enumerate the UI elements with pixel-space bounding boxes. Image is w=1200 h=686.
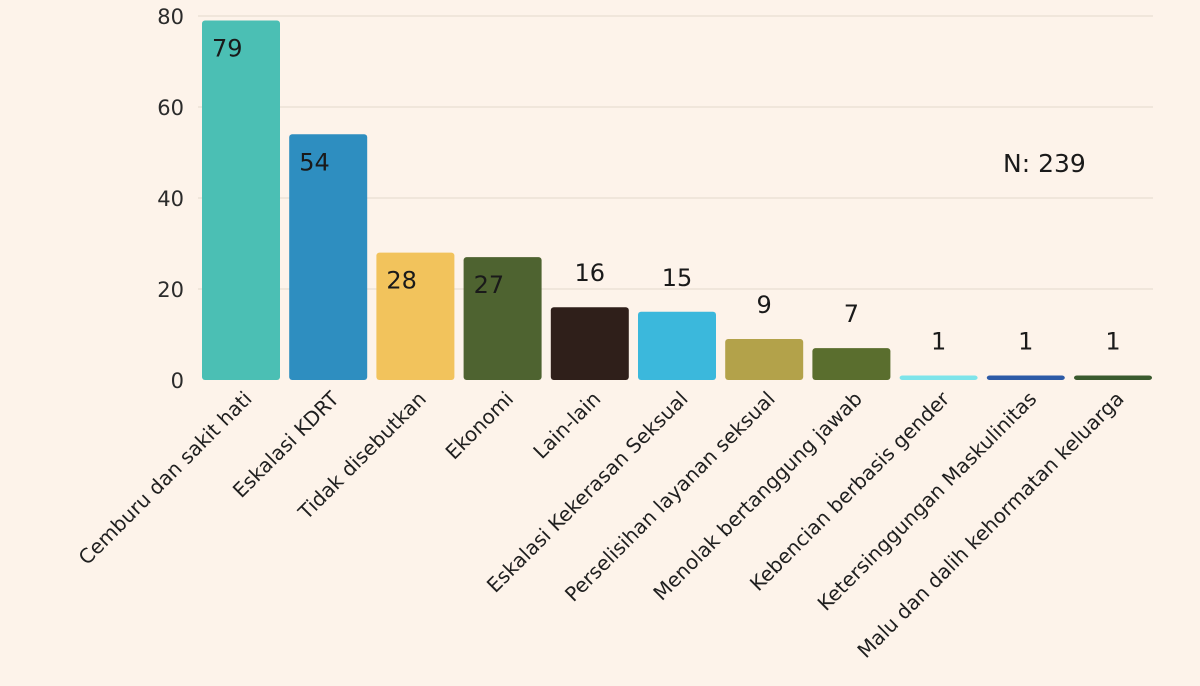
bars	[202, 20, 1152, 381]
bar	[899, 375, 978, 380]
y-axis-ticks: 0 20 40 60 80	[157, 5, 184, 393]
y-tick-label: 0	[171, 369, 184, 393]
bar	[986, 375, 1065, 380]
sample-size-annotation: N: 239	[1003, 149, 1086, 178]
bar	[550, 307, 629, 380]
bar	[638, 311, 716, 380]
y-tick-label: 60	[157, 96, 184, 120]
y-tick-label: 80	[157, 5, 184, 29]
y-tick-label: 20	[157, 278, 184, 302]
data-label: 28	[386, 267, 417, 295]
bar	[1074, 375, 1152, 380]
data-label: 54	[299, 148, 330, 176]
data-label: 79	[212, 35, 243, 63]
value-labels: 79 54 28 27 16 15 9 7 1 1 1	[212, 35, 1121, 356]
category-label: Lain-lain	[528, 387, 605, 464]
bar	[725, 339, 804, 380]
bar	[463, 257, 542, 380]
category-label: Cemburu dan sakit hati	[74, 387, 257, 570]
data-label: 16	[575, 259, 606, 287]
data-label: 27	[474, 271, 505, 299]
data-label: 15	[662, 264, 693, 292]
data-label: 9	[757, 291, 772, 319]
data-label: 1	[931, 327, 946, 355]
data-label: 1	[1105, 327, 1120, 355]
bar	[202, 20, 280, 381]
y-tick-label: 40	[157, 187, 184, 211]
bar	[812, 348, 891, 380]
category-label: Ekonomi	[441, 387, 519, 465]
bar	[376, 252, 455, 380]
data-label: 7	[844, 300, 859, 328]
data-label: 1	[1018, 327, 1033, 355]
bar	[289, 134, 368, 380]
